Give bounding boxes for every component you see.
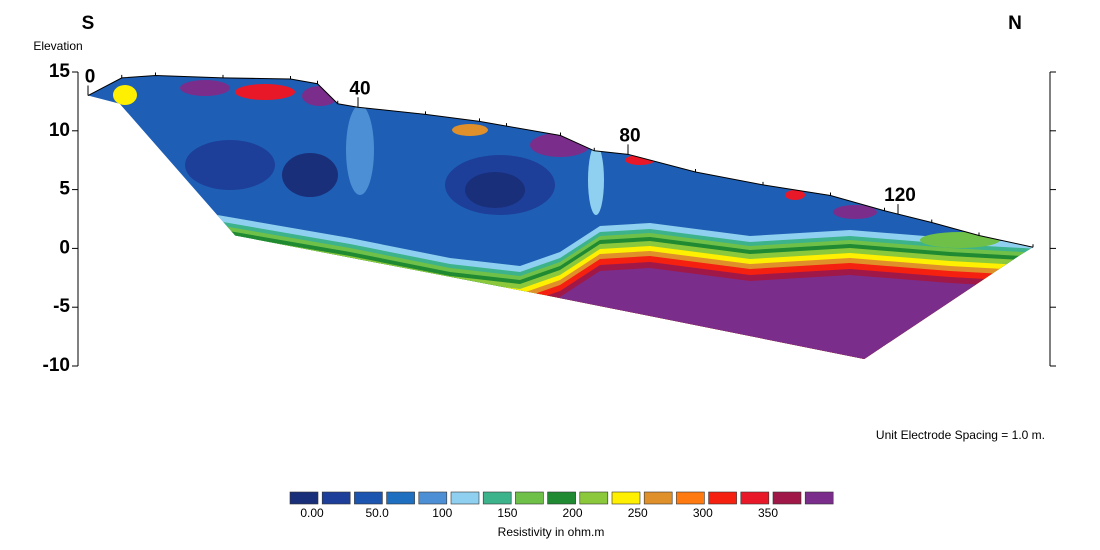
colorbar-tick-label: 0.00 — [300, 506, 324, 520]
color-box — [804, 491, 834, 505]
color-box — [418, 491, 448, 505]
left-direction: S — [82, 13, 95, 34]
colorbar-tick-label: 350 — [758, 506, 778, 520]
high-zone — [113, 85, 137, 105]
high-zone — [920, 232, 1000, 248]
color-box — [643, 491, 673, 505]
color-box — [354, 491, 383, 505]
colorbar-tick-label: 150 — [497, 506, 517, 520]
color-box — [450, 491, 480, 505]
y-tick-label: 15 — [49, 61, 71, 82]
x-tick-label: 80 — [619, 125, 640, 146]
mid-zone — [346, 105, 374, 195]
colorbar-label: Resistivity in ohm.m — [498, 525, 605, 539]
color-box — [321, 491, 351, 505]
color-box — [289, 491, 319, 505]
color-box — [740, 491, 770, 505]
y-tick-label: 5 — [59, 179, 70, 200]
color-box — [772, 491, 802, 505]
colorbar-tick-label: 200 — [563, 506, 583, 520]
colorbar-tick-label: 250 — [628, 506, 648, 520]
high-zone — [180, 80, 230, 96]
low-zone — [185, 140, 275, 190]
color-box — [611, 491, 641, 505]
high-zone — [833, 205, 877, 219]
color-box — [579, 491, 609, 505]
color-box — [386, 491, 415, 505]
color-box — [482, 491, 512, 505]
mid-zone — [588, 145, 604, 215]
low-zone — [465, 172, 525, 208]
colorbar-tick-label: 100 — [432, 506, 452, 520]
x-tick-label: 40 — [349, 78, 370, 99]
x-tick-label: 0 — [85, 67, 96, 88]
note: Unit Electrode Spacing = 1.0 m. — [876, 428, 1045, 442]
high-zone — [785, 190, 805, 200]
high-zone — [235, 84, 295, 100]
colorbar-tick-label: 50.0 — [365, 506, 389, 520]
y-tick-label: -5 — [53, 296, 70, 317]
color-box — [547, 491, 576, 505]
section-body — [88, 75, 1033, 359]
low-zone — [282, 153, 338, 197]
y-tick-label: 10 — [49, 120, 70, 141]
y-tick-label: 0 — [59, 237, 70, 258]
color-box — [708, 491, 737, 505]
high-zone — [452, 124, 488, 136]
color-box — [515, 491, 544, 505]
y-axis-label: Elevation — [33, 39, 82, 53]
x-tick-label: 120 — [884, 185, 916, 206]
right-direction: N — [1008, 13, 1022, 34]
y-tick-label: -10 — [43, 355, 70, 376]
high-zone — [302, 86, 338, 106]
colorbar-tick-label: 300 — [693, 506, 713, 520]
color-box — [676, 491, 705, 505]
